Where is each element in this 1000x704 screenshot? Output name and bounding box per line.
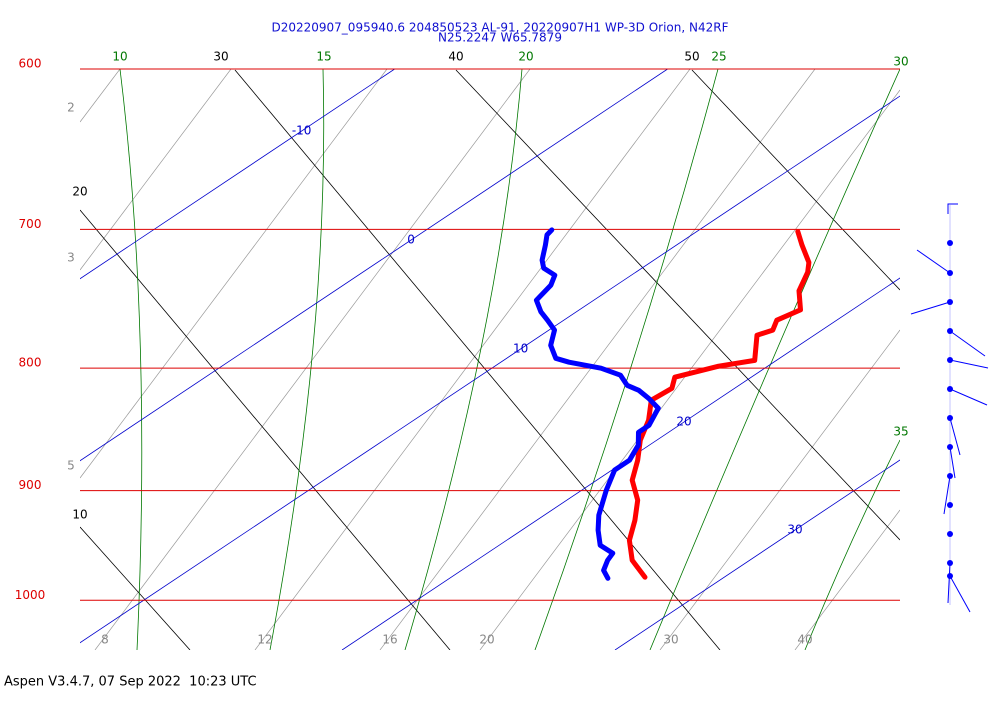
- barb: [910, 301, 951, 315]
- isotherm-label: 10: [513, 342, 528, 356]
- isotherm: [80, 69, 668, 462]
- header-line: N25.2247 W65.7879: [438, 31, 562, 45]
- dry-adiabat-label: 40: [448, 50, 463, 64]
- mixing-ratio-label: 8: [101, 633, 109, 647]
- isotherm-label: 20: [676, 415, 691, 429]
- mixing-ratio-label: 12: [257, 633, 272, 647]
- moist-adiabat-label: 10: [112, 50, 127, 64]
- moist-adiabat-label: 20: [518, 50, 533, 64]
- mixing-ratio-label: 30: [663, 633, 678, 647]
- mixing-ratio-label: 40: [797, 633, 812, 647]
- barb: [949, 417, 961, 456]
- dry-adiabat: [691, 69, 900, 291]
- barb: [949, 388, 988, 406]
- moist-adiabat: [534, 69, 719, 650]
- mixing-ratio-line: [379, 69, 816, 650]
- dry-adiabat-label: 10: [72, 508, 87, 522]
- footer: Aspen V3.4.7, 07 Sep 2022 10:23 UTC: [4, 675, 257, 690]
- barb: [943, 475, 951, 515]
- pressure-label: 1000: [15, 588, 46, 602]
- pressure-label: 600: [19, 57, 42, 71]
- pressure-label: 800: [19, 356, 42, 370]
- pressure-label: 900: [19, 478, 42, 492]
- moist-adiabat: [269, 69, 325, 650]
- isotherm: [614, 459, 900, 650]
- profile-line: [533, 227, 661, 581]
- barb-dot: [947, 415, 953, 421]
- header-line: D20220907_095940.6 204850523 AL-91, 2022…: [271, 21, 728, 35]
- moist-adiabat-label: 25: [711, 50, 726, 64]
- barb: [949, 359, 989, 369]
- dry-adiabat: [80, 526, 191, 650]
- grid: [80, 69, 900, 650]
- barb-dot: [947, 531, 953, 537]
- barb-dot: [947, 444, 953, 450]
- barb-dot: [947, 502, 953, 508]
- moist-adiabat-label: 30: [893, 55, 908, 69]
- mixing-ratio-label: 3: [67, 251, 75, 265]
- mixing-ratio-label: 2: [67, 101, 75, 115]
- mixing-ratio-line: [254, 69, 691, 650]
- barb-dot: [947, 299, 953, 305]
- moist-adiabat: [804, 439, 900, 650]
- dry-adiabat-label: 50: [684, 50, 699, 64]
- dry-adiabat-label: 20: [72, 185, 87, 199]
- barb-dot: [947, 573, 953, 579]
- barb: [949, 446, 956, 479]
- barb: [947, 562, 951, 604]
- mixing-ratio-line: [80, 69, 388, 479]
- mixing-ratio-line: [659, 329, 900, 650]
- mixing-ratio-line: [94, 69, 531, 650]
- mixing-ratio-label: 16: [382, 633, 397, 647]
- barb: [949, 575, 971, 613]
- barb-dot: [947, 270, 953, 276]
- barb-dot: [947, 240, 953, 246]
- barb-dot: [947, 560, 953, 566]
- mixing-ratio-line: [80, 69, 121, 123]
- isotherm-label: 30: [787, 523, 802, 537]
- barb: [949, 330, 986, 357]
- isotherm-label: -10: [292, 124, 312, 138]
- pressure-label: 700: [19, 217, 42, 231]
- mixing-ratio-line: [479, 89, 900, 650]
- moist-adiabat: [119, 69, 143, 650]
- wind-barbs: [910, 203, 989, 613]
- dry-adiabat: [455, 69, 900, 541]
- moist-adiabat: [649, 69, 900, 650]
- dry-adiabat: [234, 69, 721, 650]
- isotherm: [80, 95, 900, 644]
- barb-dot: [947, 386, 953, 392]
- profile-line: [626, 229, 812, 580]
- isotherm: [80, 69, 395, 280]
- mixing-ratio-label: 5: [67, 459, 75, 473]
- moist-adiabat-label: 35: [893, 425, 908, 439]
- mixing-ratio-label: 20: [479, 633, 494, 647]
- barb-dot: [947, 473, 953, 479]
- barb: [916, 249, 951, 274]
- mixing-ratio-line: [794, 509, 900, 650]
- barb: [947, 203, 958, 214]
- dry-adiabat-label: 30: [213, 50, 228, 64]
- moist-adiabat: [404, 69, 523, 650]
- profiles: [533, 227, 812, 581]
- mixing-ratio-line: [80, 69, 232, 271]
- dry-adiabat: [80, 209, 451, 650]
- isotherm-label: 0: [407, 233, 415, 247]
- barb-dot: [947, 328, 953, 334]
- isotherm: [341, 277, 900, 650]
- moist-adiabat-label: 15: [316, 50, 331, 64]
- barb-dot: [947, 357, 953, 363]
